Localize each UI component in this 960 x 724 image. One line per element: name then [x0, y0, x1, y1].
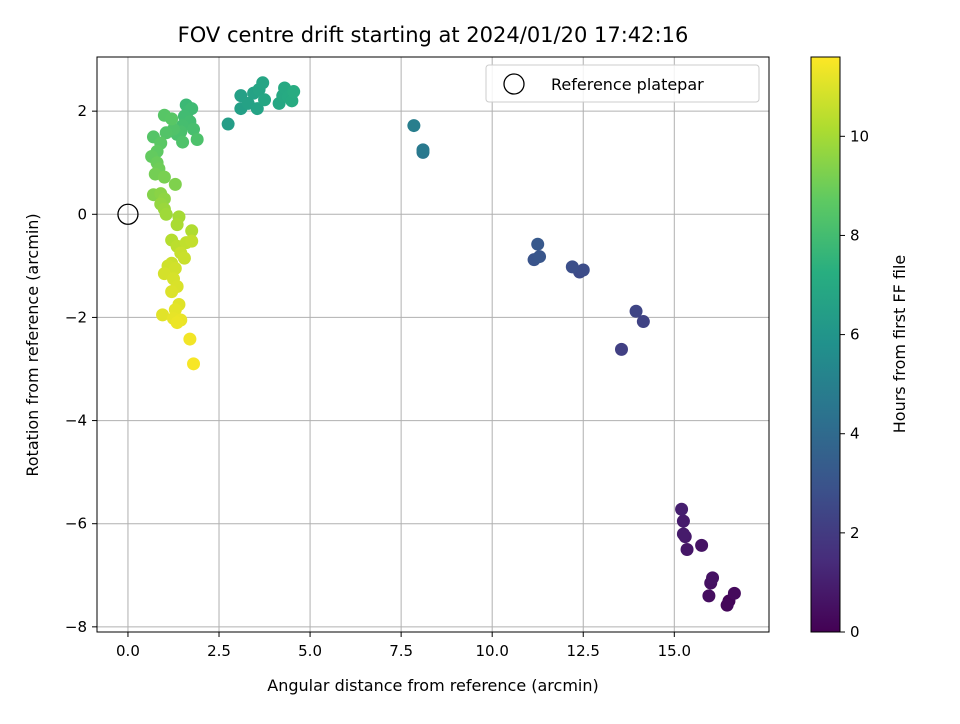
data-point — [576, 263, 590, 277]
legend-label: Reference platepar — [551, 75, 704, 94]
data-point — [565, 260, 579, 274]
colorbar-gradient — [810, 56, 841, 633]
x-tick-label: 12.5 — [567, 642, 600, 660]
data-point — [629, 304, 643, 318]
colorbar-tick-label: 2 — [850, 524, 860, 542]
data-point — [676, 514, 690, 528]
x-tick-label: 10.0 — [475, 642, 508, 660]
data-point — [695, 538, 709, 552]
data-point — [676, 527, 690, 541]
data-point — [702, 589, 716, 603]
data-point — [187, 122, 201, 136]
x-tick-label: 7.5 — [389, 642, 413, 660]
data-point — [183, 332, 197, 346]
colorbar-ticks: 0 2 4 6 8 10 — [840, 127, 869, 641]
chart-title: FOV centre drift starting at 2024/01/20 … — [178, 23, 689, 47]
colorbar-tick-label: 6 — [850, 326, 860, 344]
data-point — [533, 250, 547, 264]
data-point — [170, 316, 184, 330]
colorbar-tick-label: 0 — [850, 623, 860, 641]
data-point — [170, 218, 184, 232]
data-point — [159, 207, 173, 221]
y-axis-ticks: 2 0 −2 −4 −6 −8 — [65, 102, 97, 636]
data-point — [256, 76, 270, 90]
reference-platepar-marker — [117, 203, 139, 225]
y-tick-label: −4 — [65, 412, 87, 430]
plot-frame — [96, 56, 770, 633]
data-point — [416, 143, 430, 157]
x-axis-ticks: 0.0 2.5 5.0 7.5 10.0 12.5 15.0 — [116, 632, 691, 660]
data-point — [636, 315, 650, 329]
data-point — [675, 502, 689, 516]
data-point — [258, 93, 272, 107]
data-point — [190, 133, 204, 147]
data-point — [185, 234, 199, 248]
legend: Reference platepar — [485, 64, 760, 103]
data-point — [727, 586, 741, 600]
data-point — [176, 135, 190, 149]
y-tick-label: −6 — [65, 515, 87, 533]
colorbar: 0 2 4 6 8 10 Hours from first FF file — [810, 56, 909, 641]
data-point — [531, 237, 545, 251]
data-point — [168, 177, 182, 191]
x-tick-label: 15.0 — [658, 642, 691, 660]
data-point — [187, 357, 201, 371]
data-point — [250, 102, 264, 116]
data-point — [185, 224, 199, 238]
data-point — [159, 126, 173, 140]
colorbar-tick-label: 8 — [850, 226, 860, 244]
colorbar-tick-label: 10 — [850, 127, 869, 145]
x-tick-label: 0.0 — [116, 642, 140, 660]
data-point — [165, 285, 179, 299]
y-tick-label: 0 — [77, 205, 87, 223]
data-point — [407, 119, 421, 133]
x-tick-label: 5.0 — [298, 642, 322, 660]
colorbar-label: Hours from first FF file — [890, 255, 909, 434]
grid-lines — [97, 57, 769, 632]
reference-point — [117, 203, 139, 225]
y-tick-label: −2 — [65, 308, 87, 326]
data-point — [165, 112, 179, 126]
data-point — [287, 85, 301, 99]
x-axis-label: Angular distance from reference (arcmin) — [267, 676, 598, 695]
data-point — [706, 571, 720, 585]
x-tick-label: 2.5 — [207, 642, 231, 660]
data-point — [156, 308, 170, 322]
y-axis-label: Rotation from reference (arcmin) — [23, 213, 42, 476]
colorbar-tick-label: 4 — [850, 425, 860, 443]
y-tick-label: −8 — [65, 618, 87, 636]
data-point — [720, 598, 734, 612]
data-point — [157, 170, 171, 184]
data-point — [221, 117, 235, 131]
data-point — [614, 342, 628, 356]
legend-marker-icon — [503, 73, 525, 95]
y-tick-label: 2 — [77, 102, 87, 120]
data-point — [168, 261, 182, 275]
data-point — [680, 542, 694, 556]
legend-box — [485, 64, 760, 103]
scatter-points — [145, 76, 741, 612]
data-point — [177, 251, 191, 265]
